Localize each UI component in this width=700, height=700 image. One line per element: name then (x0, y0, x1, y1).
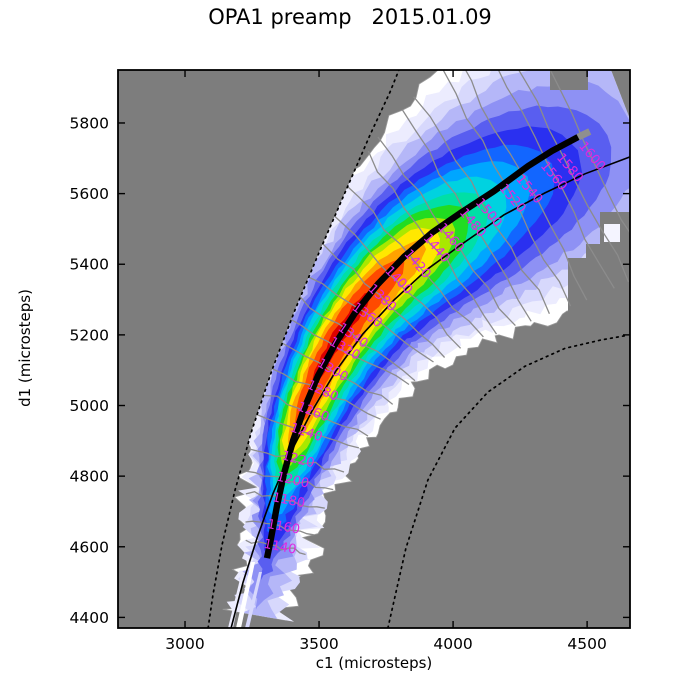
contour-line (377, 136, 516, 327)
band-pocket (604, 224, 620, 242)
contour-band-layer (295, 258, 405, 426)
contour-line (284, 287, 416, 382)
x-tick-label: 3000 (165, 635, 204, 653)
contour-line (493, 70, 630, 283)
dotted-boundary-right (387, 334, 629, 628)
contour-line-label: 1160 (266, 517, 301, 538)
band-sliver (245, 572, 262, 628)
y-tick-label: 5200 (70, 326, 109, 344)
plot-border (117, 69, 631, 629)
y-tick-label: 4400 (70, 609, 109, 627)
y-tick-label: 4600 (70, 538, 109, 556)
contour-line (480, 70, 615, 289)
chart-title: OPA1 preamp 2015.01.09 (208, 5, 492, 29)
contour-line-label: 1200 (275, 470, 311, 492)
x-axis-label: c1 (microsteps) (316, 654, 433, 672)
x-tick-label: 3500 (299, 635, 338, 653)
contour-line (401, 109, 532, 322)
dotted-boundary-left (207, 70, 400, 628)
y-tick-label: 5000 (70, 397, 109, 415)
contour-line (342, 182, 484, 338)
x-tick-label: 4000 (433, 635, 472, 653)
plot-clip-group: 1140116011801200122012401260128013001320… (207, 70, 630, 628)
nodata-patch (568, 258, 630, 336)
contour-line-label: 1180 (271, 490, 306, 511)
fit-curve-thick (263, 134, 580, 559)
band-sliver (228, 575, 244, 628)
contour-line (267, 333, 394, 405)
contour-line (247, 447, 345, 473)
band-sliver (236, 562, 255, 628)
y-tick-label: 5600 (70, 185, 109, 203)
contour-line (325, 207, 462, 349)
x-tick-label: 4500 (567, 635, 606, 653)
y-tick-label: 5800 (70, 114, 109, 132)
contour-line (245, 520, 314, 536)
contour-line (250, 411, 360, 449)
fit-curve-thin (230, 156, 630, 628)
contour-line (293, 265, 434, 363)
contour-line (442, 70, 572, 307)
contour-line (457, 70, 588, 301)
plot-generated-content: 1140116011801200122012401260128013001320… (70, 69, 631, 653)
contour-line (246, 470, 334, 491)
contour-line (367, 150, 498, 335)
nodata-patch (550, 70, 588, 90)
contour-line (413, 96, 550, 315)
y-tick-label: 5400 (70, 256, 109, 274)
y-tick-label: 4800 (70, 468, 109, 486)
y-axis-label: d1 (microsteps) (16, 289, 34, 407)
contour-line (245, 491, 325, 509)
axes-group: 3000 3500 4000 4500 4400 4600 4800 5000 5200 5400… (70, 69, 631, 653)
contour-line (311, 233, 446, 358)
fit-curve-end-cap (576, 128, 592, 141)
contour-line (275, 309, 410, 386)
contour-line-label: 1140 (262, 537, 297, 558)
contour-line (259, 362, 381, 420)
contour-line (515, 70, 630, 272)
